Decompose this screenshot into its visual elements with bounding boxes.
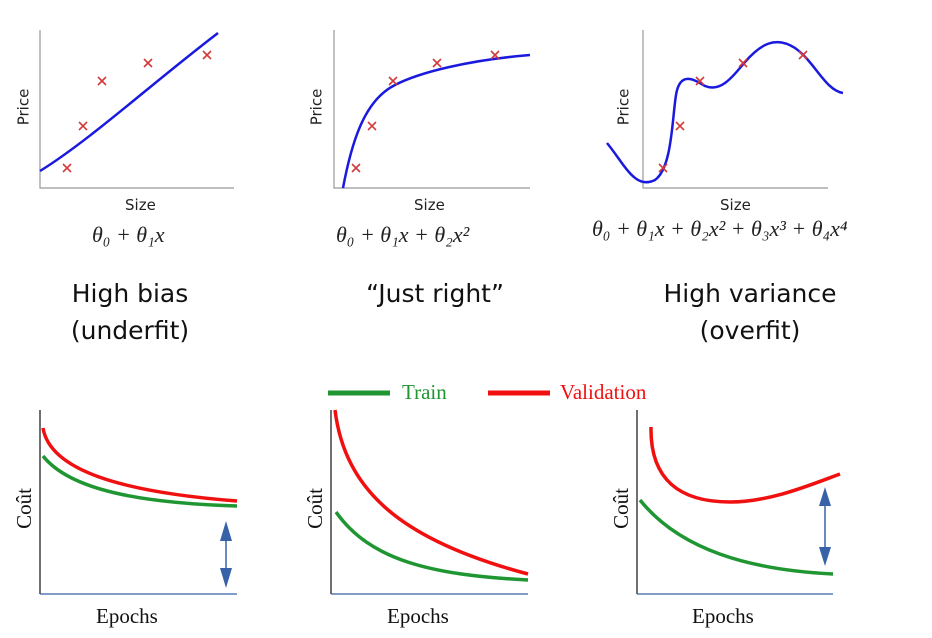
- x-axis-label: Size: [125, 196, 156, 214]
- y-axis-label: Price: [14, 88, 33, 126]
- fit-curve: [341, 53, 531, 189]
- y-axis-label: Price: [614, 88, 633, 126]
- data-point-x-marker: [62, 163, 72, 173]
- data-point-x-marker: [388, 76, 398, 86]
- y-axis-label: Coût: [608, 488, 633, 529]
- data-point-x-marker: [432, 58, 442, 68]
- train-curve: [334, 510, 529, 582]
- data-points: [62, 50, 212, 173]
- title-line: High variance: [663, 279, 837, 308]
- loss-panel-overfit: [636, 410, 841, 595]
- train-curve: [41, 454, 238, 508]
- data-point-x-marker: [490, 50, 500, 60]
- formula: θ₀ + θ₁x + θ₂x²: [336, 222, 470, 247]
- data-points: [351, 50, 500, 173]
- data-point-x-marker: [351, 163, 361, 173]
- data-points: [658, 50, 808, 173]
- panel-underfit-plot: [39, 30, 234, 189]
- loss-panel-underfit: [39, 410, 238, 595]
- validation-curve: [333, 409, 529, 576]
- title-line: (overfit): [699, 316, 801, 345]
- fit-curve: [39, 32, 219, 173]
- data-point-x-marker: [143, 58, 153, 68]
- panel-title: High variance (overfit): [650, 275, 850, 349]
- y-axis: [333, 30, 530, 189]
- data-point-x-marker: [695, 76, 705, 86]
- fit-curve: [606, 40, 844, 184]
- gap-arrow: [220, 521, 232, 588]
- title-line: “Just right”: [366, 279, 504, 308]
- y-axis-label: Price: [307, 88, 326, 126]
- data-point-x-marker: [78, 121, 88, 131]
- x-axis-label: Epochs: [96, 604, 158, 628]
- legend-validation-label: Validation: [560, 380, 647, 404]
- panel-title: High bias (underfit): [30, 275, 230, 349]
- title-line: High bias: [71, 279, 189, 308]
- x-axis-label: Epochs: [692, 604, 754, 628]
- panel-just-right-plot: [333, 30, 531, 189]
- data-point-x-marker: [658, 163, 668, 173]
- panel-title: “Just right”: [335, 275, 535, 312]
- data-point-x-marker: [798, 50, 808, 60]
- formula: θ₀ + θ₁x + θ₂x² + θ₃x³ + θ₄x⁴: [592, 216, 848, 241]
- data-point-x-marker: [97, 76, 107, 86]
- y-axis: [642, 30, 828, 189]
- data-point-x-marker: [738, 58, 748, 68]
- panel-overfit-plot: [606, 30, 844, 189]
- y-axis-label: Coût: [302, 488, 327, 529]
- formula: θ₀ + θ₁x: [92, 222, 165, 247]
- validation-curve: [649, 426, 841, 504]
- validation-curve: [41, 427, 238, 503]
- gap-arrow: [819, 487, 831, 566]
- train-curve: [638, 498, 834, 576]
- x-axis-label: Size: [414, 196, 445, 214]
- data-point-x-marker: [202, 50, 212, 60]
- x-axis-label: Epochs: [387, 604, 449, 628]
- y-axis-label: Coût: [11, 488, 36, 529]
- legend-train-label: Train: [402, 380, 447, 404]
- title-line: (underfit): [70, 316, 190, 345]
- data-point-x-marker: [675, 121, 685, 131]
- data-point-x-marker: [367, 121, 377, 131]
- x-axis-label: Size: [720, 196, 751, 214]
- y-axis: [39, 30, 234, 189]
- loss-panel-just-right: [330, 409, 529, 595]
